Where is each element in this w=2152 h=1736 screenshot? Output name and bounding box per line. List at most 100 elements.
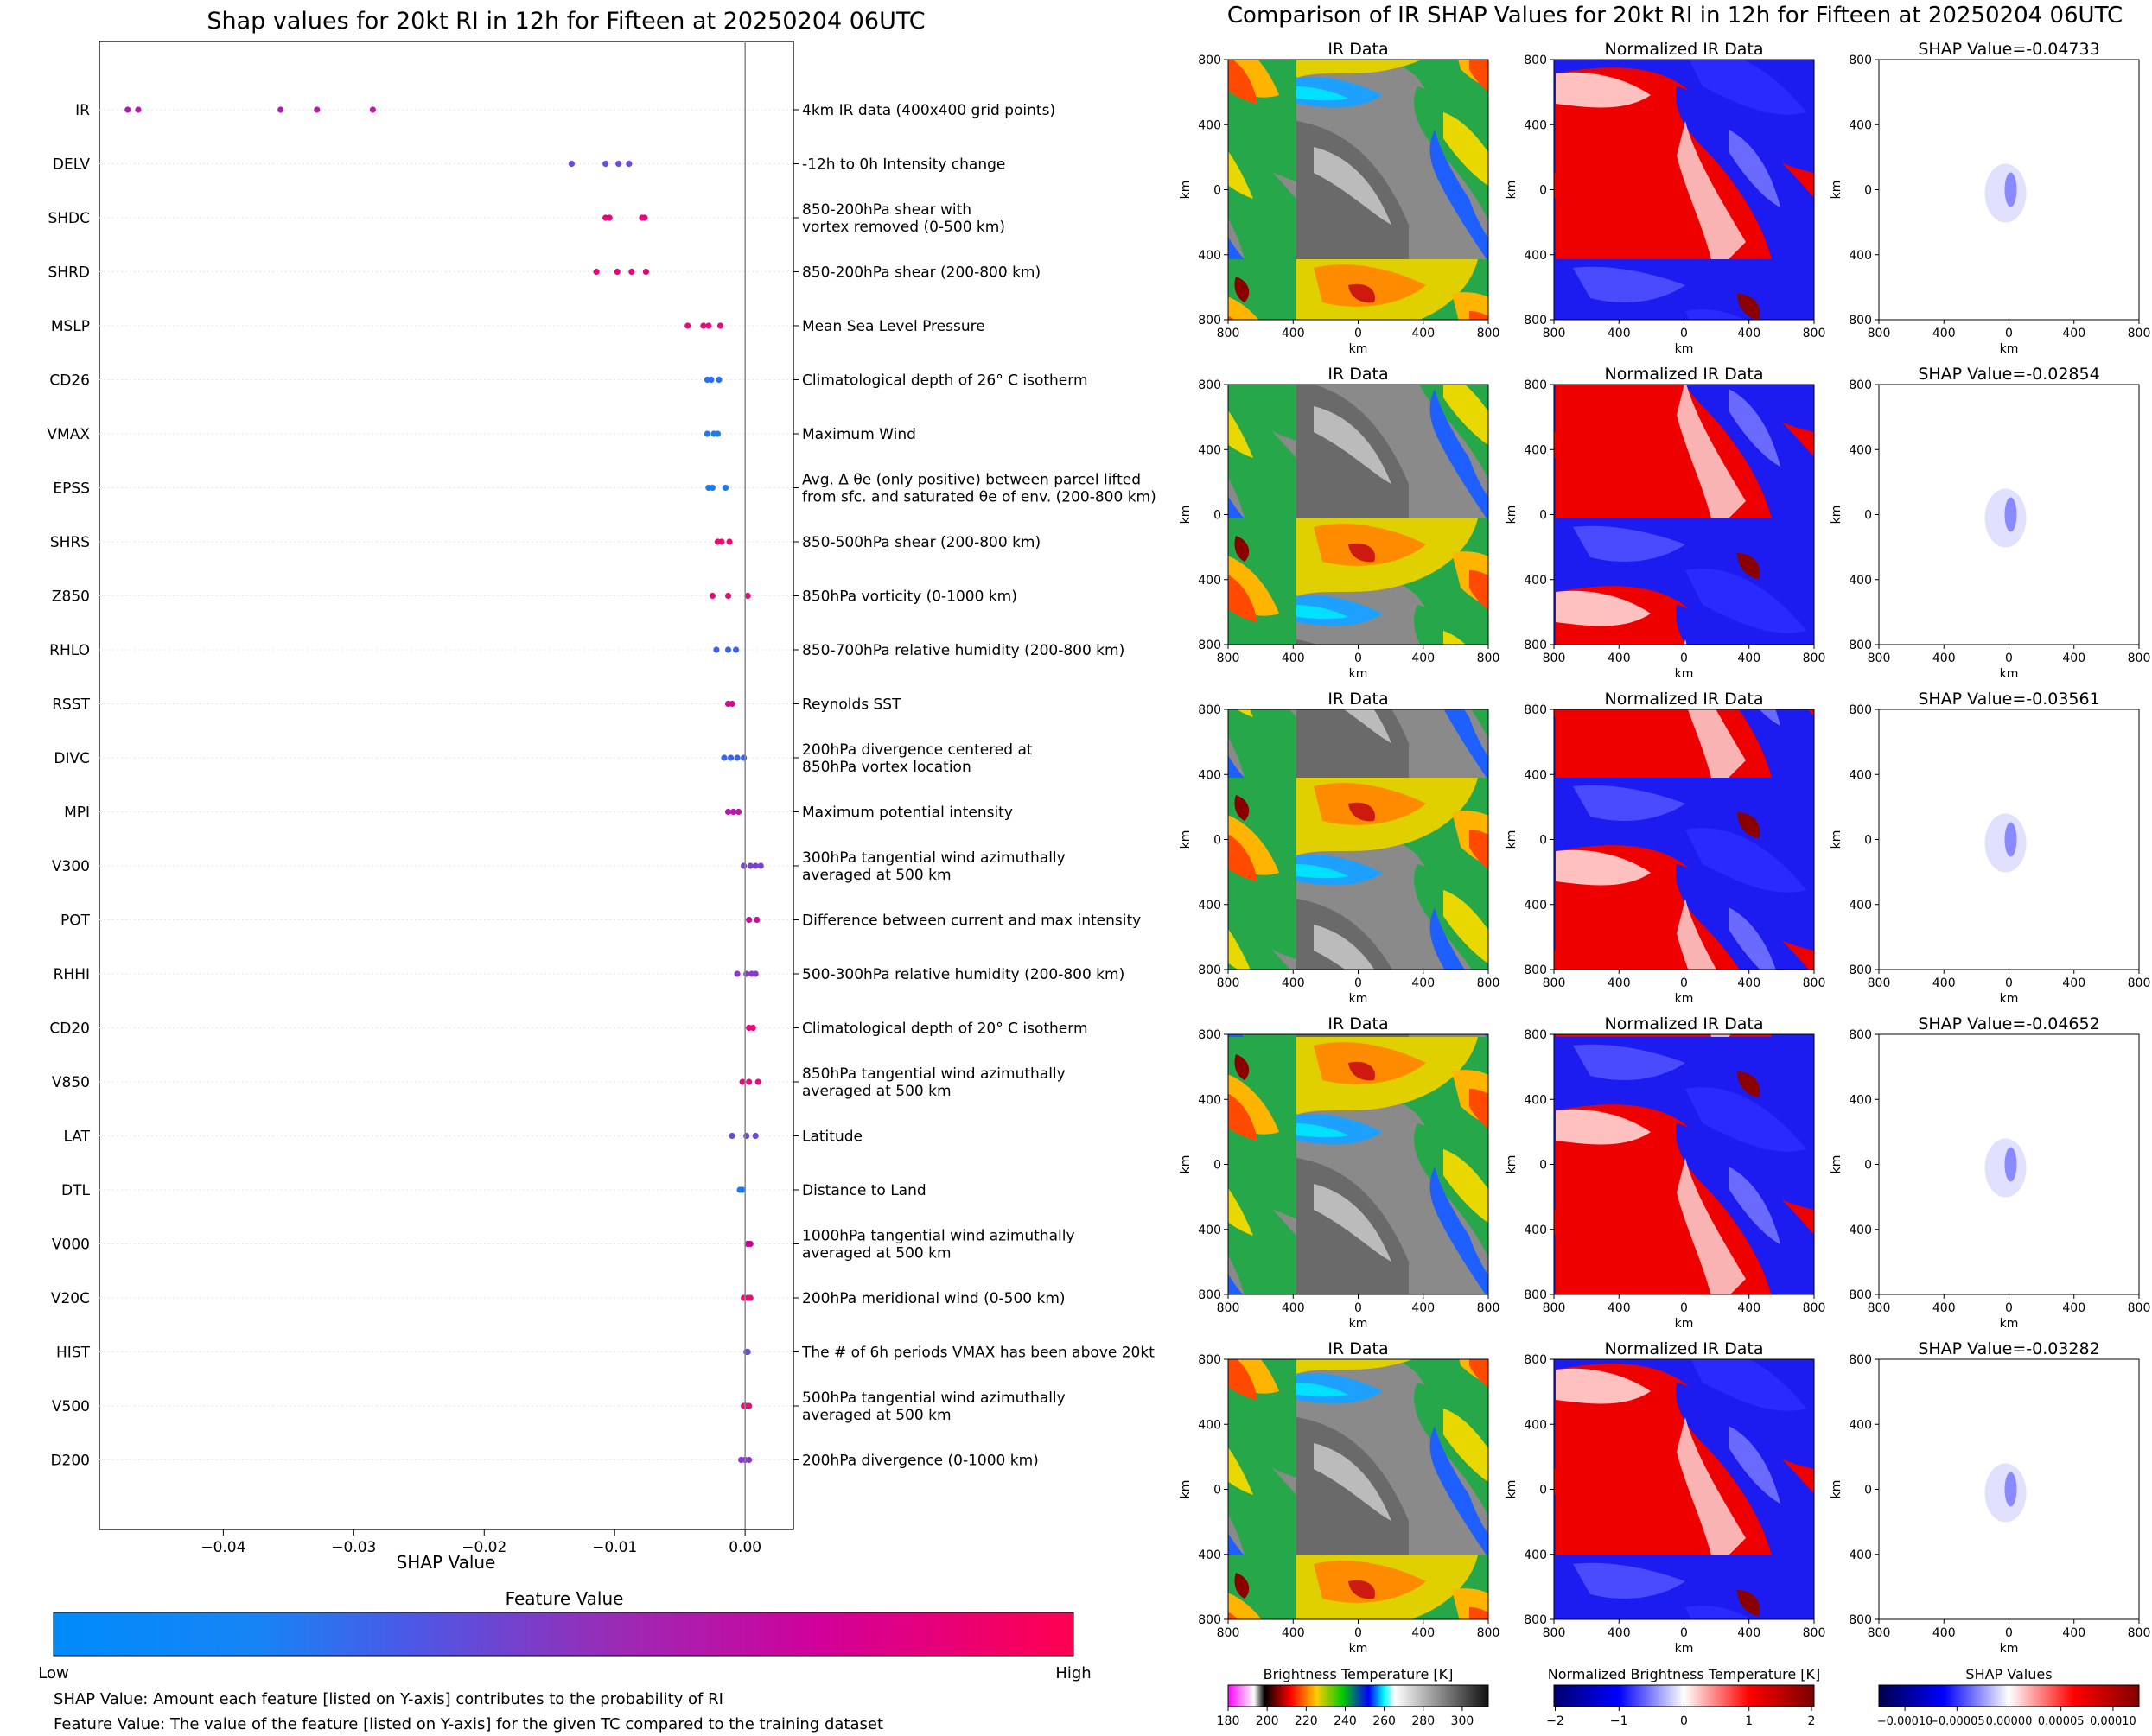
panel-x-tick-label: 800 <box>2128 976 2151 990</box>
feature-name-label: MPI <box>64 804 90 822</box>
panel-x-tick-label: 400 <box>1932 1626 1956 1640</box>
panel-y-tick-label: 800 <box>1198 639 1221 652</box>
panel-y-tick-label: 0 <box>1213 834 1221 848</box>
feature-description-label: vortex removed (0-500 km) <box>802 219 1005 236</box>
feature-description-label: 1000hPa tangential wind azimuthally <box>802 1228 1075 1245</box>
shap-panel: SHAP Value=-0.03561800800400400004004008… <box>1830 690 2150 1006</box>
panel-y-tick-label: 400 <box>1198 249 1221 263</box>
panel-y-tick-label: 400 <box>1198 118 1221 132</box>
panel-title: Normalized IR Data <box>1605 40 1764 59</box>
panel-x-tick-label: 0 <box>2005 1626 2013 1640</box>
x-tick-label: −0.03 <box>331 1539 376 1556</box>
feature-description-label: averaged at 500 km <box>802 1083 952 1100</box>
note-feature-value: Feature Value: The value of the feature … <box>54 1715 883 1733</box>
shap-point <box>277 106 284 113</box>
panel-y-tick-label: 800 <box>1849 639 1872 652</box>
feature-row-mpi: MPI Maximum potential intensity <box>64 804 1013 822</box>
panel-x-axis-label: km <box>1675 667 1694 681</box>
feature-description-label: -12h to 0h Intensity change <box>802 156 1005 174</box>
panel-x-tick-label: 0 <box>1680 976 1688 990</box>
shap-point <box>746 1456 753 1464</box>
feature-row-rhhi: RHHI 500-300hPa relative humidity (200-80… <box>54 966 1125 983</box>
panel-x-tick-label: 800 <box>1217 976 1240 990</box>
feature-name-label: HIST <box>56 1345 91 1362</box>
panel-y-axis-label: km <box>1830 1480 1843 1499</box>
panel-y-tick-label: 400 <box>1849 1224 1872 1237</box>
panel-image <box>1554 709 1814 970</box>
shap-point <box>746 1402 753 1409</box>
panel-x-tick-label: 800 <box>1477 976 1500 990</box>
panel-y-tick-label: 800 <box>1524 1353 1547 1367</box>
feature-name-label: SHRD <box>48 264 90 282</box>
feature-row-divc: DIVC 200hPa divergence centered at850hPa … <box>54 741 1032 776</box>
panel-x-tick-label: 400 <box>1282 652 1305 665</box>
panel-x-tick-label: 800 <box>1543 976 1566 990</box>
feature-row-v850: V850 850hPa tangential wind azimuthallyav… <box>52 1065 1066 1100</box>
x-tick-label: 0.00 <box>729 1539 761 1556</box>
colorbar-tick-label: 0.00000 <box>1986 1715 2033 1728</box>
panel-y-tick-label: 800 <box>1849 314 1872 327</box>
panel-title: SHAP Value=-0.03561 <box>1918 690 2099 709</box>
feature-description-label: 300hPa tangential wind azimuthally <box>802 849 1066 867</box>
panel-title: IR Data <box>1327 1339 1388 1358</box>
feature-row-v500: V500 500hPa tangential wind azimuthallyav… <box>52 1389 1066 1424</box>
feature-row-mslp: MSLP Mean Sea Level Pressure <box>51 318 985 335</box>
panel-x-tick-label: 400 <box>1608 652 1631 665</box>
panel-y-tick-label: 800 <box>1524 963 1547 977</box>
panel-y-tick-label: 0 <box>1864 184 1872 198</box>
shap-point <box>746 916 753 924</box>
panel-x-tick-label: 800 <box>1477 652 1500 665</box>
shap-point <box>642 268 650 276</box>
panel-title: SHAP Value=-0.04733 <box>1918 40 2099 59</box>
panel-x-tick-label: 400 <box>1608 1626 1631 1640</box>
shap-point <box>741 754 748 761</box>
colorbar-low-label: Low <box>38 1664 68 1682</box>
panel-y-tick-label: 800 <box>1849 1613 1872 1627</box>
colorbar-title: Brightness Temperature [K] <box>1264 1666 1454 1682</box>
feature-row-v000: V000 1000hPa tangential wind azimuthallya… <box>52 1228 1075 1262</box>
panel-y-tick-label: 800 <box>1524 378 1547 392</box>
panel-y-tick-label: 800 <box>1198 703 1221 717</box>
panel-image <box>1554 1034 1814 1294</box>
feature-row-pot: POT Difference between current and max in… <box>60 913 1141 930</box>
shap-panel: SHAP Value=-0.03282800800400400004004008… <box>1830 1339 2150 1656</box>
shap-point <box>746 1078 753 1085</box>
shap-point <box>628 268 635 276</box>
colorbar-tick-label: 0.00005 <box>2038 1715 2085 1728</box>
panel-y-axis-label: km <box>1179 1480 1193 1499</box>
panel-x-tick-label: 800 <box>1868 1626 1891 1640</box>
panel-x-tick-label: 400 <box>1608 976 1631 990</box>
shap-point <box>747 862 754 869</box>
normalized-ir-panel: Normalized IR Data8008004004000040040080… <box>1505 365 1825 681</box>
panel-y-tick-label: 0 <box>1539 834 1547 848</box>
panel-image <box>1554 60 1814 320</box>
right-chart-title: Comparison of IR SHAP Values for 20kt RI… <box>1227 3 2123 29</box>
plot-frame <box>99 41 794 1530</box>
colorbar-tick-label: 280 <box>1411 1714 1435 1728</box>
note-shap-value: SHAP Value: Amount each feature [listed … <box>54 1690 723 1708</box>
panel-y-tick-label: 800 <box>1524 639 1547 652</box>
feature-name-label: RSST <box>52 696 90 714</box>
feature-row-z850: Z850 850hPa vorticity (0-1000 km) <box>52 588 1017 606</box>
panel-x-tick-label: 400 <box>2062 1626 2085 1640</box>
panel-x-tick-label: 800 <box>1543 1301 1566 1315</box>
feature-name-label: DTL <box>61 1182 90 1199</box>
panel-y-tick-label: 400 <box>1849 899 1872 913</box>
panel-x-tick-label: 400 <box>1282 976 1305 990</box>
feature-row-hist: HIST The # of 6h periods VMAX has been ab… <box>56 1345 1155 1362</box>
feature-description-label: Avg. Δ θe (only positive) between parcel… <box>802 472 1141 489</box>
feature-description-label: 200hPa divergence centered at <box>802 741 1033 759</box>
panel-y-tick-label: 400 <box>1524 1548 1547 1562</box>
panel-y-tick-label: 400 <box>1198 768 1221 782</box>
panel-x-tick-label: 400 <box>2062 327 2085 340</box>
panel-x-tick-label: 800 <box>1803 327 1826 340</box>
panel-y-tick-label: 800 <box>1849 703 1872 717</box>
feature-description-label: 850hPa vorticity (0-1000 km) <box>802 588 1017 606</box>
panel-x-axis-label: km <box>1675 342 1694 356</box>
feature-description-label: 850-200hPa shear with <box>802 201 971 219</box>
colorbar-tick-label: 2 <box>1808 1714 1816 1728</box>
panel-y-axis-label: km <box>1505 1155 1518 1174</box>
panel-x-axis-label: km <box>1675 1642 1694 1656</box>
